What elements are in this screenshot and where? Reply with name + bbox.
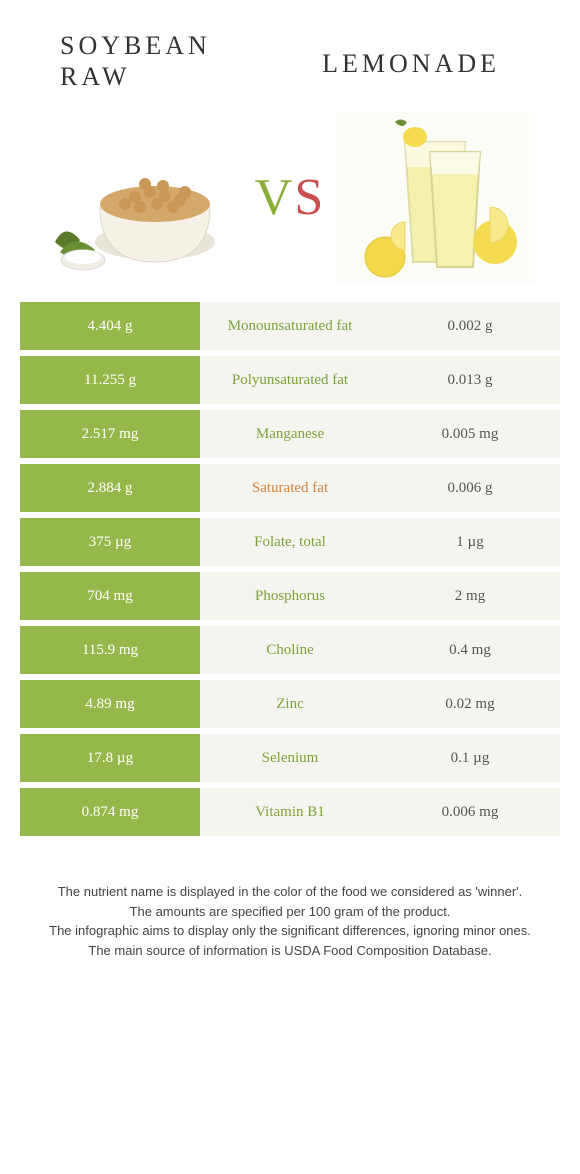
- vs-s: S: [294, 169, 325, 226]
- cell-nutrient-label: Folate, total: [200, 518, 380, 566]
- cell-right-value: 0.013 g: [380, 356, 560, 404]
- cell-right-value: 1 µg: [380, 518, 560, 566]
- cell-left-value: 4.404 g: [20, 302, 200, 350]
- cell-left-value: 17.8 µg: [20, 734, 200, 782]
- table-row: 704 mgPhosphorus2 mg: [20, 572, 560, 626]
- cell-left-value: 4.89 mg: [20, 680, 200, 728]
- cell-left-value: 115.9 mg: [20, 626, 200, 674]
- cell-nutrient-label: Manganese: [200, 410, 380, 458]
- cell-right-value: 0.006 mg: [380, 788, 560, 836]
- cell-left-value: 2.517 mg: [20, 410, 200, 458]
- title-left-line2: raw: [60, 61, 280, 92]
- title-left-line1: Soybean: [60, 30, 280, 61]
- cell-right-value: 0.005 mg: [380, 410, 560, 458]
- footer: The nutrient name is displayed in the co…: [0, 842, 580, 1000]
- cell-nutrient-label: Monounsaturated fat: [200, 302, 380, 350]
- footer-line2: The amounts are specified per 100 gram o…: [30, 902, 550, 922]
- footer-line4: The main source of information is USDA F…: [30, 941, 550, 961]
- header-left: Soybean raw: [40, 30, 280, 92]
- cell-left-value: 704 mg: [20, 572, 200, 620]
- comparison-table: 4.404 gMonounsaturated fat0.002 g11.255 …: [20, 302, 560, 842]
- table-row: 17.8 µgSelenium0.1 µg: [20, 734, 560, 788]
- table-row: 115.9 mgCholine0.4 mg: [20, 626, 560, 680]
- table-row: 4.89 mgZinc0.02 mg: [20, 680, 560, 734]
- soybean-image: [45, 112, 245, 282]
- cell-nutrient-label: Polyunsaturated fat: [200, 356, 380, 404]
- cell-right-value: 0.4 mg: [380, 626, 560, 674]
- images-row: VS: [0, 102, 580, 302]
- table-row: 375 µgFolate, total1 µg: [20, 518, 560, 572]
- cell-left-value: 2.884 g: [20, 464, 200, 512]
- cell-right-value: 0.002 g: [380, 302, 560, 350]
- vs-v: V: [255, 169, 295, 226]
- cell-nutrient-label: Selenium: [200, 734, 380, 782]
- header: Soybean raw Lemonade: [0, 0, 580, 102]
- cell-left-value: 11.255 g: [20, 356, 200, 404]
- table-row: 0.874 mgVitamin B10.006 mg: [20, 788, 560, 842]
- cell-nutrient-label: Saturated fat: [200, 464, 380, 512]
- vs-label: VS: [255, 168, 325, 227]
- table-row: 4.404 gMonounsaturated fat0.002 g: [20, 302, 560, 356]
- cell-right-value: 0.006 g: [380, 464, 560, 512]
- table-row: 2.884 gSaturated fat0.006 g: [20, 464, 560, 518]
- cell-right-value: 0.1 µg: [380, 734, 560, 782]
- header-right: Lemonade: [280, 30, 540, 79]
- cell-right-value: 0.02 mg: [380, 680, 560, 728]
- footer-line3: The infographic aims to display only the…: [30, 921, 550, 941]
- lemonade-image: [335, 112, 535, 282]
- title-right: Lemonade: [280, 48, 500, 79]
- cell-left-value: 375 µg: [20, 518, 200, 566]
- cell-right-value: 2 mg: [380, 572, 560, 620]
- cell-nutrient-label: Vitamin B1: [200, 788, 380, 836]
- cell-left-value: 0.874 mg: [20, 788, 200, 836]
- table-row: 11.255 gPolyunsaturated fat0.013 g: [20, 356, 560, 410]
- footer-line1: The nutrient name is displayed in the co…: [30, 882, 550, 902]
- cell-nutrient-label: Zinc: [200, 680, 380, 728]
- cell-nutrient-label: Choline: [200, 626, 380, 674]
- cell-nutrient-label: Phosphorus: [200, 572, 380, 620]
- table-row: 2.517 mgManganese0.005 mg: [20, 410, 560, 464]
